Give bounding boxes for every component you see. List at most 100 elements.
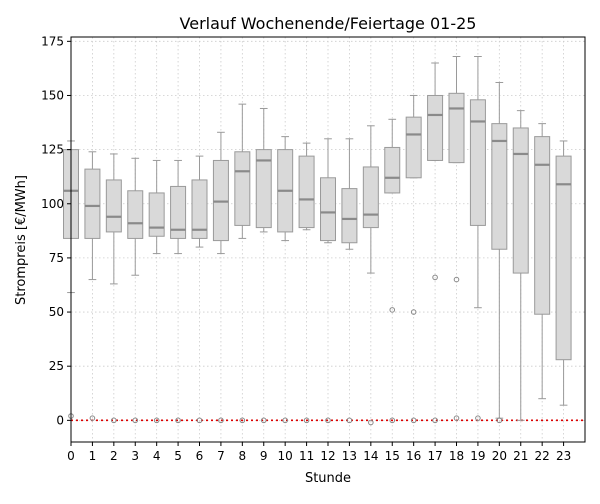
box-6 bbox=[191, 155, 208, 424]
box-14 bbox=[362, 125, 379, 426]
y-tick-label: 150 bbox=[41, 88, 64, 102]
box-layer bbox=[63, 55, 572, 426]
box-2 bbox=[105, 153, 122, 424]
box-23 bbox=[555, 140, 572, 406]
box-8 bbox=[234, 103, 251, 424]
flier-point bbox=[453, 415, 460, 421]
box-10 bbox=[277, 136, 294, 424]
flier-point bbox=[218, 417, 224, 424]
y-tick-label: 25 bbox=[49, 359, 64, 373]
box-iqr bbox=[341, 188, 358, 244]
y-tick-label: 50 bbox=[49, 305, 64, 319]
flier-point bbox=[282, 417, 288, 424]
box-3 bbox=[127, 157, 144, 424]
box-11 bbox=[298, 142, 315, 424]
box-22 bbox=[534, 123, 551, 400]
box-iqr bbox=[105, 179, 122, 233]
flier-point bbox=[496, 417, 503, 424]
x-tick-label: 6 bbox=[196, 449, 204, 463]
x-tick-label: 0 bbox=[67, 449, 75, 463]
x-tick-label: 19 bbox=[470, 449, 485, 463]
flier-point bbox=[432, 274, 438, 281]
y-tick-label: 75 bbox=[49, 251, 64, 265]
x-tick-label: 14 bbox=[363, 449, 378, 463]
y-tick-label: 175 bbox=[41, 34, 64, 48]
x-tick-label: 10 bbox=[278, 449, 293, 463]
box-iqr bbox=[255, 149, 272, 229]
x-tick-label: 15 bbox=[385, 449, 400, 463]
box-iqr bbox=[84, 168, 101, 239]
box-iqr bbox=[320, 177, 336, 242]
flier-point bbox=[475, 415, 481, 421]
flier-point bbox=[239, 417, 246, 424]
x-tick-label: 9 bbox=[260, 449, 268, 463]
chart-title: Verlauf Wochenende/Feiertage 01-25 bbox=[180, 14, 477, 33]
flier-point bbox=[303, 417, 310, 424]
box-iqr bbox=[512, 127, 529, 274]
x-tick-label: 1 bbox=[89, 449, 97, 463]
box-iqr bbox=[469, 99, 486, 226]
box-iqr bbox=[534, 136, 551, 315]
box-5 bbox=[170, 159, 187, 424]
y-tick-label: 0 bbox=[56, 413, 64, 427]
box-9 bbox=[255, 107, 272, 424]
flier-point bbox=[153, 417, 160, 424]
flier-point bbox=[410, 309, 417, 315]
flier-point bbox=[89, 415, 96, 421]
x-tick-label: 23 bbox=[556, 449, 571, 463]
x-tick-label: 3 bbox=[131, 449, 139, 463]
flier-point bbox=[132, 417, 139, 424]
box-iqr bbox=[362, 166, 379, 229]
x-tick-label: 8 bbox=[239, 449, 247, 463]
box-16 bbox=[405, 94, 422, 424]
box-iqr bbox=[148, 192, 165, 237]
x-axis-label: Stunde bbox=[305, 471, 351, 486]
x-tick-label: 18 bbox=[449, 449, 464, 463]
box-21 bbox=[512, 110, 529, 421]
x-tick-label: 16 bbox=[406, 449, 421, 463]
flier-point bbox=[368, 419, 374, 426]
flier-point bbox=[389, 417, 396, 424]
y-tick-label: 125 bbox=[41, 143, 64, 157]
x-tick-label: 4 bbox=[153, 449, 161, 463]
x-tick-label: 22 bbox=[535, 449, 550, 463]
box-iqr bbox=[170, 185, 187, 239]
x-tick-label: 13 bbox=[342, 449, 357, 463]
flier-point bbox=[175, 417, 181, 424]
box-17 bbox=[427, 62, 444, 424]
box-iqr bbox=[555, 155, 572, 361]
box-iqr bbox=[491, 123, 508, 250]
x-tick-label: 5 bbox=[174, 449, 182, 463]
flier-point bbox=[346, 417, 353, 424]
box-13 bbox=[341, 138, 358, 424]
x-tick-label: 17 bbox=[427, 449, 442, 463]
flier-point bbox=[111, 417, 117, 424]
box-iqr bbox=[191, 179, 208, 239]
box-15 bbox=[384, 118, 401, 424]
box-7 bbox=[212, 131, 229, 424]
box-iqr bbox=[427, 94, 444, 161]
box-iqr bbox=[384, 146, 401, 194]
flier-point bbox=[432, 417, 438, 424]
x-tick-label: 12 bbox=[320, 449, 335, 463]
x-tick-label: 21 bbox=[513, 449, 528, 463]
box-18 bbox=[448, 55, 465, 421]
x-tick-label: 11 bbox=[299, 449, 314, 463]
box-iqr bbox=[448, 92, 465, 164]
x-tick-label: 20 bbox=[492, 449, 507, 463]
x-tick-label: 7 bbox=[217, 449, 225, 463]
box-iqr bbox=[127, 190, 144, 239]
box-iqr bbox=[405, 116, 422, 179]
flier-point bbox=[196, 417, 203, 424]
box-iqr bbox=[298, 155, 315, 229]
x-tick-label: 2 bbox=[110, 449, 118, 463]
box-1 bbox=[84, 151, 101, 421]
box-4 bbox=[148, 159, 165, 424]
flier-point bbox=[260, 417, 267, 424]
y-axis-label: Strompreis [€/MWh] bbox=[14, 175, 29, 305]
box-19 bbox=[469, 55, 486, 421]
box-20 bbox=[491, 81, 508, 424]
flier-point bbox=[325, 417, 331, 424]
